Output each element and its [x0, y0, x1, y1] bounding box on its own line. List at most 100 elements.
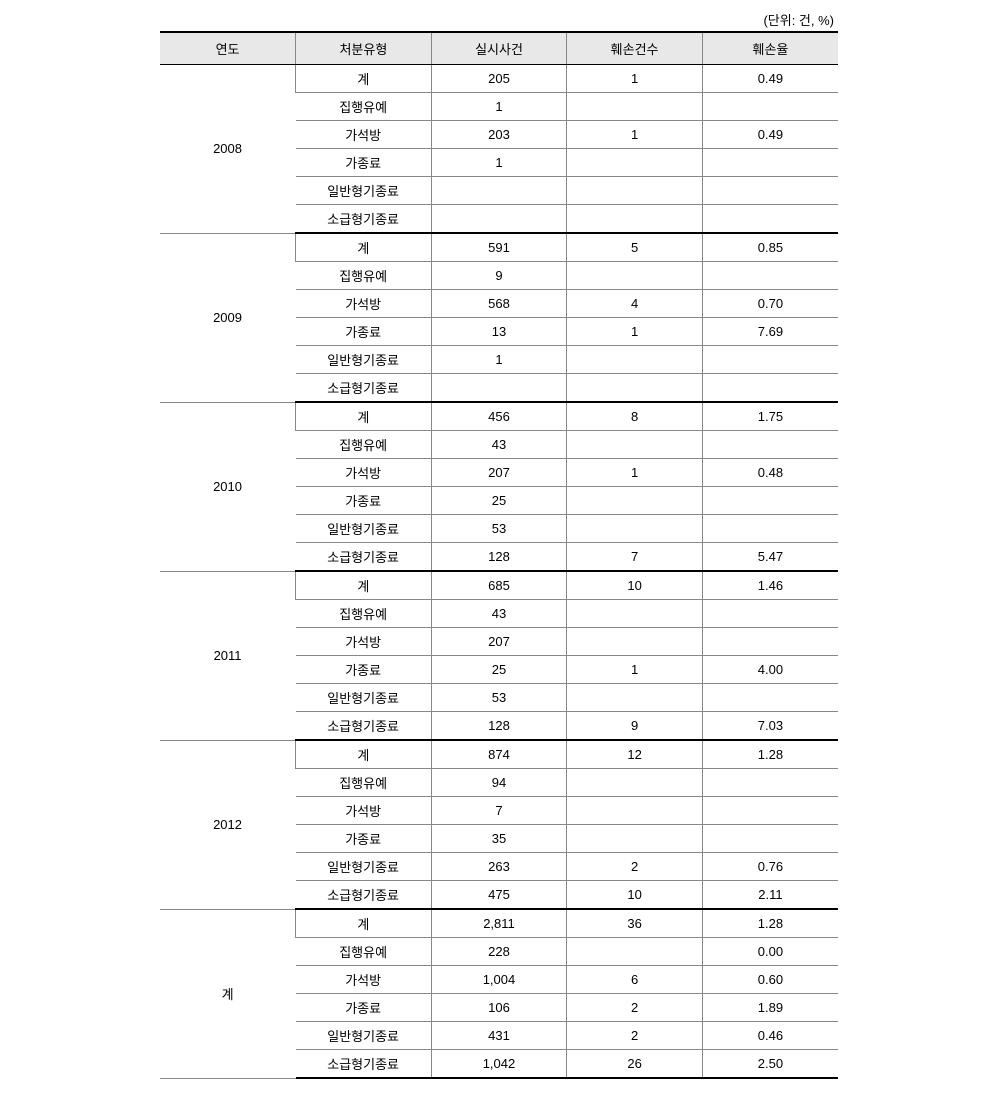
cell-damaged: 2: [567, 994, 703, 1022]
table-row: 2010계45681.75: [160, 402, 838, 431]
cell-rate: 0.76: [702, 853, 838, 881]
cell-damaged: [567, 431, 703, 459]
cell-rate: [702, 431, 838, 459]
cell-type: 일반형기종료: [296, 346, 432, 374]
cell-cases: 7: [431, 797, 567, 825]
cell-type: 일반형기종료: [296, 684, 432, 712]
cell-damaged: 2: [567, 853, 703, 881]
cell-cases: 1: [431, 346, 567, 374]
cell-type: 소급형기종료: [296, 881, 432, 910]
cell-damaged: 2: [567, 1022, 703, 1050]
cell-type: 계: [296, 571, 432, 600]
cell-year: 2011: [160, 571, 296, 740]
cell-rate: [702, 149, 838, 177]
cell-type: 집행유예: [296, 262, 432, 290]
cell-type: 가석방: [296, 290, 432, 318]
cell-damaged: 36: [567, 909, 703, 938]
cell-rate: 1.75: [702, 402, 838, 431]
cell-cases: 53: [431, 515, 567, 543]
cell-cases: 53: [431, 684, 567, 712]
cell-damaged: [567, 600, 703, 628]
cell-rate: [702, 205, 838, 234]
col-header-type: 처분유형: [296, 32, 432, 65]
cell-cases: 43: [431, 431, 567, 459]
cell-rate: 0.00: [702, 938, 838, 966]
cell-year: 2012: [160, 740, 296, 909]
cell-type: 계: [296, 402, 432, 431]
unit-label: (단위: 건, %): [160, 10, 838, 29]
cell-cases: 13: [431, 318, 567, 346]
col-header-year: 연도: [160, 32, 296, 65]
cell-damaged: 12: [567, 740, 703, 769]
cell-year: 2010: [160, 402, 296, 571]
cell-rate: 0.49: [702, 65, 838, 93]
cell-cases: 431: [431, 1022, 567, 1050]
cell-type: 계: [296, 233, 432, 262]
cell-rate: 0.49: [702, 121, 838, 149]
cell-type: 집행유예: [296, 769, 432, 797]
cell-type: 가종료: [296, 994, 432, 1022]
cell-type: 가종료: [296, 825, 432, 853]
cell-rate: 0.85: [702, 233, 838, 262]
cell-type: 일반형기종료: [296, 177, 432, 205]
cell-type: 일반형기종료: [296, 853, 432, 881]
cell-type: 일반형기종료: [296, 1022, 432, 1050]
cell-damaged: [567, 374, 703, 403]
cell-rate: [702, 797, 838, 825]
cell-cases: 228: [431, 938, 567, 966]
cell-type: 가종료: [296, 149, 432, 177]
cell-type: 가석방: [296, 121, 432, 149]
cell-cases: 25: [431, 656, 567, 684]
cell-rate: 1.28: [702, 909, 838, 938]
cell-damaged: 7: [567, 543, 703, 572]
cell-rate: 1.89: [702, 994, 838, 1022]
data-table: 연도 처분유형 실시사건 훼손건수 훼손율 2008계20510.49집행유예1…: [160, 31, 838, 1079]
cell-year: 2008: [160, 65, 296, 234]
cell-cases: 685: [431, 571, 567, 600]
cell-cases: 1,042: [431, 1050, 567, 1079]
cell-cases: 43: [431, 600, 567, 628]
cell-damaged: 1: [567, 121, 703, 149]
cell-rate: 0.48: [702, 459, 838, 487]
cell-rate: [702, 487, 838, 515]
cell-type: 집행유예: [296, 93, 432, 121]
cell-type: 가종료: [296, 656, 432, 684]
cell-damaged: [567, 177, 703, 205]
cell-cases: 475: [431, 881, 567, 910]
cell-damaged: [567, 93, 703, 121]
cell-rate: 4.00: [702, 656, 838, 684]
cell-cases: 9: [431, 262, 567, 290]
cell-cases: 94: [431, 769, 567, 797]
cell-cases: 1: [431, 149, 567, 177]
cell-damaged: 1: [567, 318, 703, 346]
table-row: 2008계20510.49: [160, 65, 838, 93]
cell-type: 소급형기종료: [296, 543, 432, 572]
cell-type: 집행유예: [296, 938, 432, 966]
cell-damaged: [567, 346, 703, 374]
col-header-cases: 실시사건: [431, 32, 567, 65]
cell-type: 계: [296, 740, 432, 769]
cell-type: 집행유예: [296, 431, 432, 459]
cell-year: 계: [160, 909, 296, 1078]
cell-type: 가석방: [296, 966, 432, 994]
cell-damaged: 5: [567, 233, 703, 262]
cell-cases: 591: [431, 233, 567, 262]
cell-cases: 207: [431, 628, 567, 656]
cell-damaged: 26: [567, 1050, 703, 1079]
cell-type: 소급형기종료: [296, 205, 432, 234]
cell-damaged: [567, 797, 703, 825]
cell-cases: 874: [431, 740, 567, 769]
cell-cases: 207: [431, 459, 567, 487]
cell-damaged: 10: [567, 881, 703, 910]
table-row: 2009계59150.85: [160, 233, 838, 262]
cell-rate: [702, 825, 838, 853]
cell-rate: [702, 346, 838, 374]
cell-type: 일반형기종료: [296, 515, 432, 543]
cell-damaged: [567, 262, 703, 290]
table-body: 2008계20510.49집행유예1가석방20310.49가종료1일반형기종료소…: [160, 65, 838, 1079]
cell-damaged: [567, 515, 703, 543]
cell-cases: 25: [431, 487, 567, 515]
table-row: 2011계685101.46: [160, 571, 838, 600]
cell-type: 가석방: [296, 459, 432, 487]
cell-cases: 2,811: [431, 909, 567, 938]
